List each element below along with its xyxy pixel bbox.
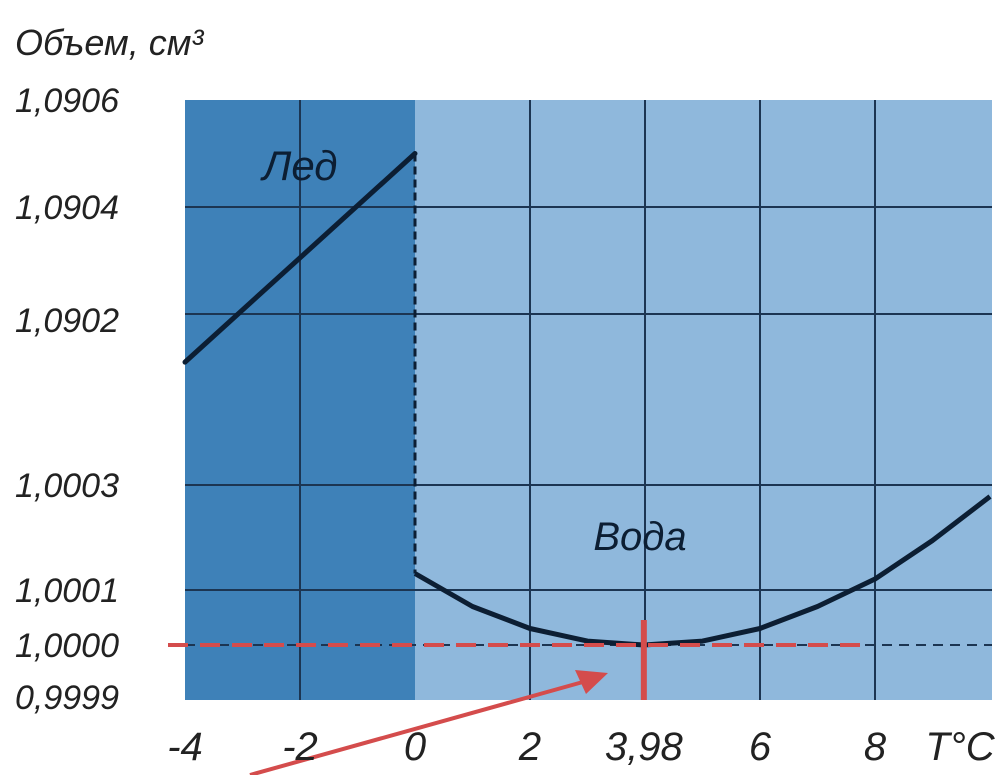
y-tick-label: 1,0001	[15, 572, 119, 610]
x-tick-label: -2	[282, 725, 318, 769]
water-region	[415, 100, 992, 700]
y-tick-label: 1,0904	[15, 189, 119, 227]
x-tick-label: -4	[167, 725, 203, 769]
water-region-label: Вода	[593, 515, 686, 559]
x-axis-label: T°C	[925, 725, 995, 769]
series-line-water	[413, 494, 992, 648]
y-tick-label: 0,9999	[15, 679, 119, 717]
x-tick-label: 3,98	[605, 725, 684, 769]
y-tick-label: 1,0902	[15, 302, 119, 340]
y-tick-label: 1,0906	[15, 82, 119, 120]
y-tick-label: 1,0000	[15, 627, 119, 665]
y-axis-label: Объем, см³	[15, 22, 204, 63]
x-tick-label: 0	[404, 725, 426, 769]
highlight-arrow	[249, 678, 591, 777]
series-line-ice	[182, 151, 418, 365]
ice-region-label: Лед	[260, 142, 338, 189]
x-tick-label: 6	[749, 725, 772, 769]
y-tick-label: 1,0003	[15, 467, 119, 505]
highlight-arrowhead	[575, 670, 608, 694]
x-tick-label: 2	[518, 725, 541, 769]
x-tick-label: 8	[864, 725, 887, 769]
